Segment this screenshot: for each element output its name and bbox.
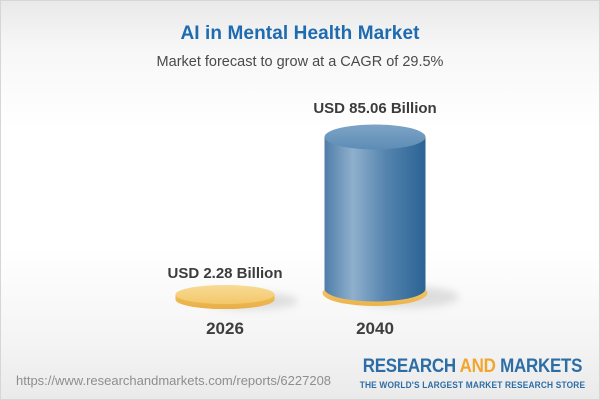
report-url: https://www.researchandmarkets.com/repor…: [16, 373, 332, 388]
bar-2040-body: [324, 137, 426, 302]
bar-2040-top: [324, 124, 426, 150]
brand-tagline: THE WORLD'S LARGEST MARKET RESEARCH STOR…: [359, 380, 585, 391]
brand-word-markets: MARKETS: [499, 355, 582, 377]
bar-2040: USD 85.06 Billion 2040: [313, 100, 459, 338]
bar-2026-top: [175, 285, 275, 304]
brand-word-and: AND: [459, 355, 496, 377]
bar-2026: USD 2.28 Billion 2026: [167, 265, 298, 338]
page-title: AI in Mental Health Market: [180, 23, 420, 44]
brand-word-research: RESEARCH: [362, 355, 456, 377]
cylinder-chart: USD 85.06 Billion 2040 USD 2.28 Billion …: [167, 100, 459, 338]
value-label-2040: USD 85.06 Billion: [313, 100, 436, 117]
value-label-2026: USD 2.28 Billion: [167, 265, 282, 282]
subtitle: Market forecast to grow at a CAGR of 29.…: [156, 54, 444, 70]
category-label-2040: 2040: [356, 319, 394, 338]
brand-logo: RESEARCH AND MARKETS THE WORLD'S LARGEST…: [359, 355, 585, 391]
category-label-2026: 2026: [206, 319, 244, 338]
brand-logo-wordmark: RESEARCH AND MARKETS: [359, 355, 585, 378]
